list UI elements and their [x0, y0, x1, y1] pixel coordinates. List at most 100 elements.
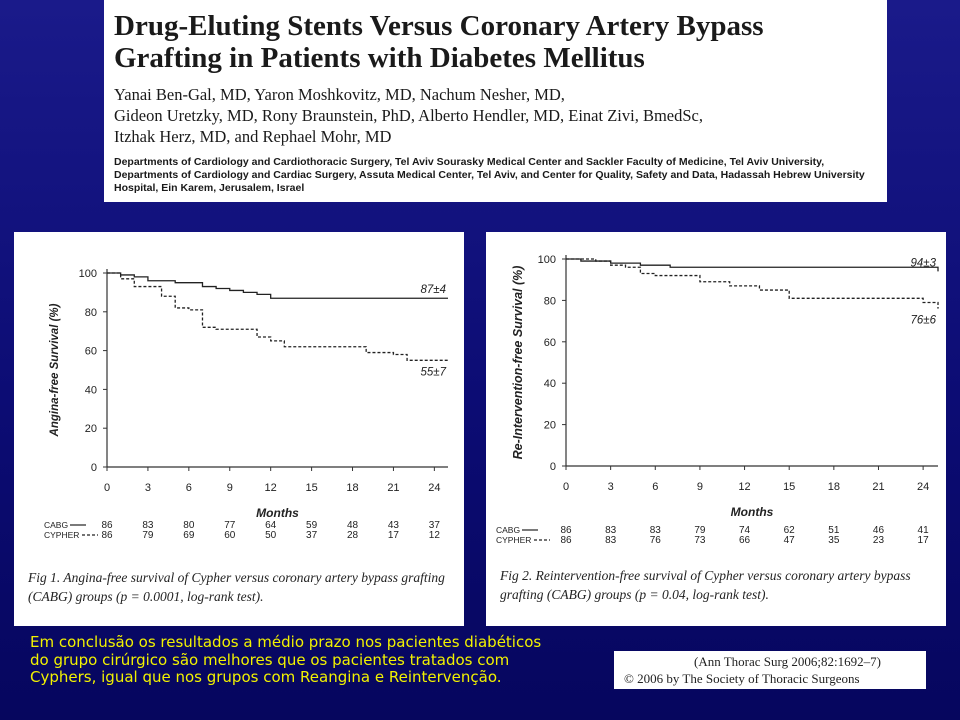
- risk-cell: 69: [183, 530, 195, 541]
- figure-2-panel: 0 20 40 60 80 100 0 3 6 9 12 15 18 21 24 Months Re-Inter…: [486, 232, 946, 626]
- x-tick-label: 3: [145, 482, 151, 494]
- figure-2-chart: 0 20 40 60 80 100 0 3 6 9 12 15 18 21 24 Months Re-Inter…: [496, 254, 939, 546]
- risk-cell: 35: [828, 535, 840, 546]
- y-tick-label: 100: [79, 268, 97, 280]
- x-tick-label: 6: [652, 481, 658, 493]
- citation-box: (Ann Thorac Surg 2006;82:1692–7) © 2006 …: [614, 651, 926, 689]
- figure-2-caption: Fig 2. Reintervention-free survival of C…: [500, 568, 911, 602]
- risk-cell: 86: [560, 535, 572, 546]
- risk-cell: 28: [347, 530, 359, 541]
- paper-affiliation: Departments of Cardiology and Cardiothor…: [114, 156, 865, 194]
- series-end-label: 55±7: [421, 366, 447, 378]
- y-tick-label: 60: [544, 337, 556, 349]
- risk-cell: 86: [101, 530, 113, 541]
- figure-1-panel: 0 20 40 60 80 100 0 3 6 9 12 15 18 21 24 Months Angina-f…: [14, 232, 464, 626]
- series-end-label: 87±4: [421, 284, 447, 296]
- x-tick-label: 12: [265, 482, 277, 494]
- paper-title-line2: Grafting in Patients with Diabetes Melli…: [114, 42, 645, 74]
- risk-row-label: CABG: [496, 525, 520, 535]
- risk-cell: 46: [873, 525, 885, 536]
- x-tick-label: 12: [738, 481, 750, 493]
- risk-cell: 17: [388, 530, 400, 541]
- risk-cell: 59: [306, 520, 318, 531]
- risk-cell: 83: [142, 520, 154, 531]
- x-tick-label: 21: [387, 482, 399, 494]
- risk-cell: 80: [183, 520, 195, 531]
- risk-cell: 50: [265, 530, 277, 541]
- x-tick-label: 3: [608, 481, 614, 493]
- y-tick-label: 80: [85, 307, 97, 319]
- risk-cell: 83: [650, 525, 662, 536]
- y-tick-label: 40: [544, 378, 556, 390]
- paper-header: Drug-Eluting Stents Versus Coronary Arte…: [104, 0, 887, 202]
- y-tick-label: 0: [91, 462, 97, 474]
- x-tick-label: 15: [305, 482, 317, 494]
- citation-copyright: © 2006 by The Society of Thoracic Surgeo…: [624, 671, 860, 686]
- x-tick-label: 15: [783, 481, 795, 493]
- risk-cell: 86: [101, 520, 113, 531]
- authors-line1: Yanai Ben-Gal, MD, Yaron Moshkovitz, MD,…: [114, 85, 565, 104]
- risk-cell: 74: [739, 525, 751, 536]
- x-tick-label: 6: [186, 482, 192, 494]
- x-tick-label: 0: [563, 481, 569, 493]
- y-tick-label: 0: [550, 461, 556, 473]
- figure-1-caption: Fig 1. Angina-free survival of Cypher ve…: [28, 570, 445, 604]
- x-tick-label: 18: [828, 481, 840, 493]
- x-tick-label: 21: [872, 481, 884, 493]
- risk-cell: 62: [784, 525, 796, 536]
- y-tick-label: 80: [544, 295, 556, 307]
- risk-cell: 77: [224, 520, 236, 531]
- risk-cell: 64: [265, 520, 277, 531]
- risk-cell: 41: [918, 525, 930, 536]
- series-end-label: 76±6: [911, 315, 937, 327]
- y-tick-label: 20: [544, 420, 556, 432]
- series-line-cypher: [566, 258, 939, 309]
- y-tick-label: 60: [85, 346, 97, 358]
- risk-cell: 79: [142, 530, 154, 541]
- risk-cell: 43: [388, 520, 400, 531]
- x-tick-label: 9: [697, 481, 703, 493]
- authors-line3: Itzhak Herz, MD, and Rephael Mohr, MD: [114, 127, 392, 146]
- paper-authors: Yanai Ben-Gal, MD, Yaron Moshkovitz, MD,…: [114, 84, 877, 147]
- risk-cell: 51: [828, 525, 840, 536]
- paper-title-line1: Drug-Eluting Stents Versus Coronary Arte…: [114, 10, 764, 42]
- x-tick-label: 0: [104, 482, 110, 494]
- risk-cell: 37: [306, 530, 318, 541]
- risk-cell: 12: [429, 530, 441, 541]
- y-tick-label: 100: [538, 254, 556, 266]
- series-line-cabg: [107, 272, 448, 299]
- series-line-cypher: [107, 272, 448, 361]
- citation-journal: (Ann Thorac Surg 2006;82:1692–7): [694, 654, 881, 669]
- y-axis-label: Re-Intervention-free Survival (%): [511, 266, 525, 460]
- x-tick-label: 24: [917, 481, 929, 493]
- risk-cell: 37: [429, 520, 441, 531]
- risk-cell: 79: [694, 525, 706, 536]
- series-end-label: 94±3: [911, 257, 937, 269]
- risk-cell: 76: [650, 535, 662, 546]
- risk-row-label: CABG: [44, 520, 68, 530]
- risk-cell: 73: [694, 535, 706, 546]
- conclusion-text: Em conclusão os resultados a médio prazo…: [30, 633, 542, 686]
- risk-cell: 83: [605, 525, 617, 536]
- risk-cell: 47: [784, 535, 796, 546]
- risk-cell: 48: [347, 520, 359, 531]
- risk-cell: 83: [605, 535, 617, 546]
- y-axis-label: Angina-free Survival (%): [49, 303, 61, 437]
- risk-row-label: CYPHER: [44, 530, 79, 540]
- y-tick-label: 20: [85, 423, 97, 435]
- x-axis-label: Months: [731, 505, 774, 519]
- risk-cell: 23: [873, 535, 885, 546]
- authors-line2: Gideon Uretzky, MD, Rony Braunstein, PhD…: [114, 106, 703, 125]
- risk-row-label: CYPHER: [496, 535, 531, 545]
- x-tick-label: 18: [346, 482, 358, 494]
- series-line-cabg: [566, 258, 939, 272]
- x-axis-label: Months: [256, 506, 299, 520]
- risk-cell: 60: [224, 530, 236, 541]
- risk-cell: 86: [560, 525, 572, 536]
- x-tick-label: 24: [428, 482, 440, 494]
- y-tick-label: 40: [85, 384, 97, 396]
- x-tick-label: 9: [227, 482, 233, 494]
- risk-cell: 66: [739, 535, 751, 546]
- risk-cell: 17: [918, 535, 930, 546]
